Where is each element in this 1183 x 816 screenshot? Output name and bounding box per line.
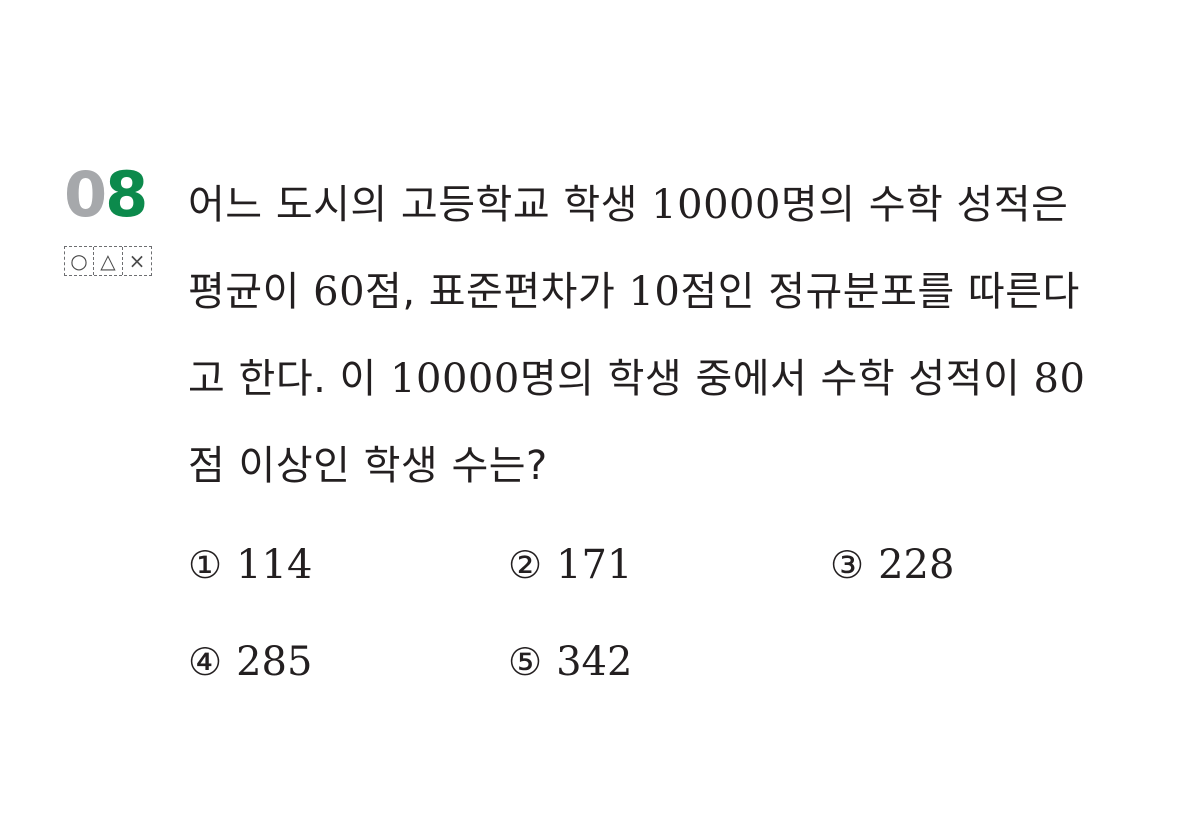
choice-3-value: 228 xyxy=(878,542,955,588)
choice-1-value: 114 xyxy=(236,542,313,588)
question-line-1: 어느 도시의 고등학교 학생 10000명의 수학 성적은 xyxy=(188,182,1069,228)
choice-1-marker: ① xyxy=(188,543,223,587)
choice-2-value: 171 xyxy=(556,542,633,588)
self-check-marks: ○ △ × xyxy=(64,246,152,276)
cross-mark-icon: × xyxy=(122,247,151,275)
triangle-mark-icon: △ xyxy=(93,247,122,275)
question-number-ones: 8 xyxy=(105,158,148,231)
circle-mark-icon: ○ xyxy=(70,249,88,273)
choice-2[interactable]: ② 171 xyxy=(508,535,632,595)
choice-2-marker: ② xyxy=(508,543,543,587)
question-text: 어느 도시의 고등학교 학생 10000명의 수학 성적은 평균이 60점, 표… xyxy=(188,162,1168,510)
choice-3[interactable]: ③ 228 xyxy=(830,535,954,595)
choice-3-marker: ③ xyxy=(830,543,865,587)
choice-5-value: 342 xyxy=(556,639,633,685)
choice-4[interactable]: ④ 285 xyxy=(188,632,312,692)
question-number: 08 xyxy=(64,158,148,232)
question-number-tens: 0 xyxy=(64,158,107,231)
question-line-3: 고 한다. 이 10000명의 학생 중에서 수학 성적이 80 xyxy=(188,356,1086,402)
question-line-4: 점 이상인 학생 수는? xyxy=(188,443,548,489)
choice-5-marker: ⑤ xyxy=(508,640,543,684)
choice-1[interactable]: ① 114 xyxy=(188,535,312,595)
choice-5[interactable]: ⑤ 342 xyxy=(508,632,632,692)
choice-4-value: 285 xyxy=(236,639,313,685)
choice-4-marker: ④ xyxy=(188,640,223,684)
question-line-2: 평균이 60점, 표준편차가 10점인 정규분포를 따른다 xyxy=(188,269,1080,315)
